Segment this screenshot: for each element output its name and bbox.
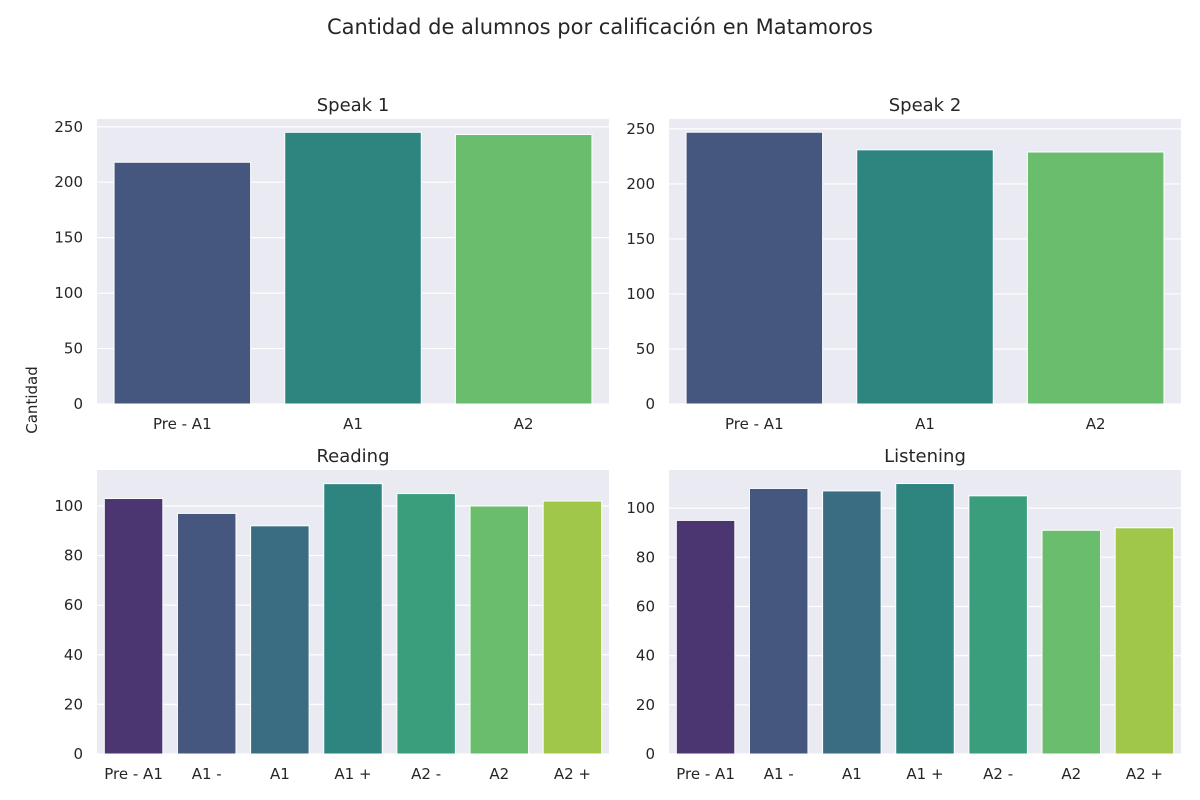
y-tick-label: 0: [645, 395, 655, 413]
x-tick-label: A2: [489, 765, 509, 783]
bar-speak-1-1: [284, 131, 422, 405]
x-tick-label: A2 +: [554, 765, 591, 783]
bar-listening-0: [675, 519, 736, 755]
y-tick-label: 80: [64, 547, 83, 565]
figure-title: Cantidad de alumnos por calificación en …: [327, 15, 873, 39]
subplot-title: Speak 1: [317, 95, 390, 116]
bar-reading-4: [396, 493, 456, 755]
subplot-speak-1: 0 50 100 150 200 250 Pre - A1 A1 A2 Speak 1: [54, 95, 609, 433]
bar-reading-6: [542, 500, 603, 755]
y-tick-label: 100: [626, 285, 655, 303]
bar-reading-1: [176, 512, 237, 755]
bar-reading-0: [103, 498, 164, 755]
y-tick-label: 20: [636, 696, 655, 714]
x-tick-label: A2 -: [411, 765, 441, 783]
y-tick-label: 0: [73, 745, 83, 763]
x-tick-label: A1 -: [192, 765, 222, 783]
x-tick-label: A1 -: [764, 765, 794, 783]
y-tick-label: 20: [64, 695, 83, 713]
subplot-reading: 0 20 40 60 80 100 Pre - A1 A1 - A1 A1 + A2 - A2 A2 +…: [54, 446, 609, 783]
x-tick-label: A1: [842, 765, 862, 783]
x-tick-label: A2 +: [1126, 765, 1163, 783]
x-tick-label: A1 +: [334, 765, 371, 783]
y-tick-label: 50: [636, 340, 655, 358]
bar-reading-3: [323, 483, 383, 755]
y-tick-label: 40: [636, 647, 655, 665]
y-tick-label: 200: [626, 175, 655, 193]
bar-listening-1: [748, 487, 809, 755]
y-tick-label: 40: [64, 646, 83, 664]
subplot-title: Listening: [884, 446, 966, 467]
bar-listening-2: [822, 490, 882, 755]
x-tick-label: A1 +: [906, 765, 943, 783]
bar-listening-6: [1114, 527, 1175, 755]
y-tick-label: 80: [636, 548, 655, 566]
y-tick-label: 100: [54, 284, 83, 302]
x-tick-label: A1: [270, 765, 290, 783]
x-tick-label: A1: [343, 415, 363, 433]
subplot-speak-2: 0 50 100 150 200 250 Pre - A1 A1 A2 Speak 2: [626, 95, 1181, 433]
y-tick-label: 150: [54, 229, 83, 247]
y-tick-label: 60: [636, 597, 655, 615]
x-tick-label: Pre - A1: [725, 415, 784, 433]
subplot-title: Reading: [316, 446, 389, 467]
x-tick-label: A1: [915, 415, 935, 433]
bar-speak-2-0: [685, 131, 824, 405]
bar-reading-2: [250, 525, 310, 755]
y-tick-label: 250: [626, 120, 655, 138]
bar-speak-1-2: [454, 134, 593, 405]
x-tick-label: Pre - A1: [104, 765, 163, 783]
x-tick-label: A2: [514, 415, 534, 433]
x-tick-label: A2 -: [983, 765, 1013, 783]
y-tick-label: 250: [54, 118, 83, 136]
subplot-title: Speak 2: [889, 95, 962, 116]
y-tick-label: 0: [645, 745, 655, 763]
y-tick-label: 100: [626, 499, 655, 517]
y-tick-label: 150: [626, 230, 655, 248]
y-tick-label: 0: [73, 395, 83, 413]
y-tick-label: 200: [54, 173, 83, 191]
figure-ylabel: Cantidad: [23, 366, 41, 433]
x-tick-label: A2: [1061, 765, 1081, 783]
bar-listening-4: [968, 495, 1028, 755]
bar-listening-5: [1041, 529, 1102, 755]
bar-speak-2-2: [1026, 151, 1165, 405]
y-tick-label: 100: [54, 497, 83, 515]
bar-speak-1-0: [113, 161, 252, 405]
y-tick-label: 50: [64, 340, 83, 358]
bar-listening-3: [895, 483, 955, 755]
x-tick-label: A2: [1086, 415, 1106, 433]
x-tick-label: Pre - A1: [676, 765, 735, 783]
x-tick-label: Pre - A1: [153, 415, 212, 433]
subplot-listening: 0 20 40 60 80 100 Pre - A1 A1 - A1 A1 + A2 - A2 A2 +…: [626, 446, 1181, 783]
bar-speak-2-1: [856, 149, 994, 405]
y-tick-label: 60: [64, 596, 83, 614]
bar-reading-5: [469, 505, 530, 755]
